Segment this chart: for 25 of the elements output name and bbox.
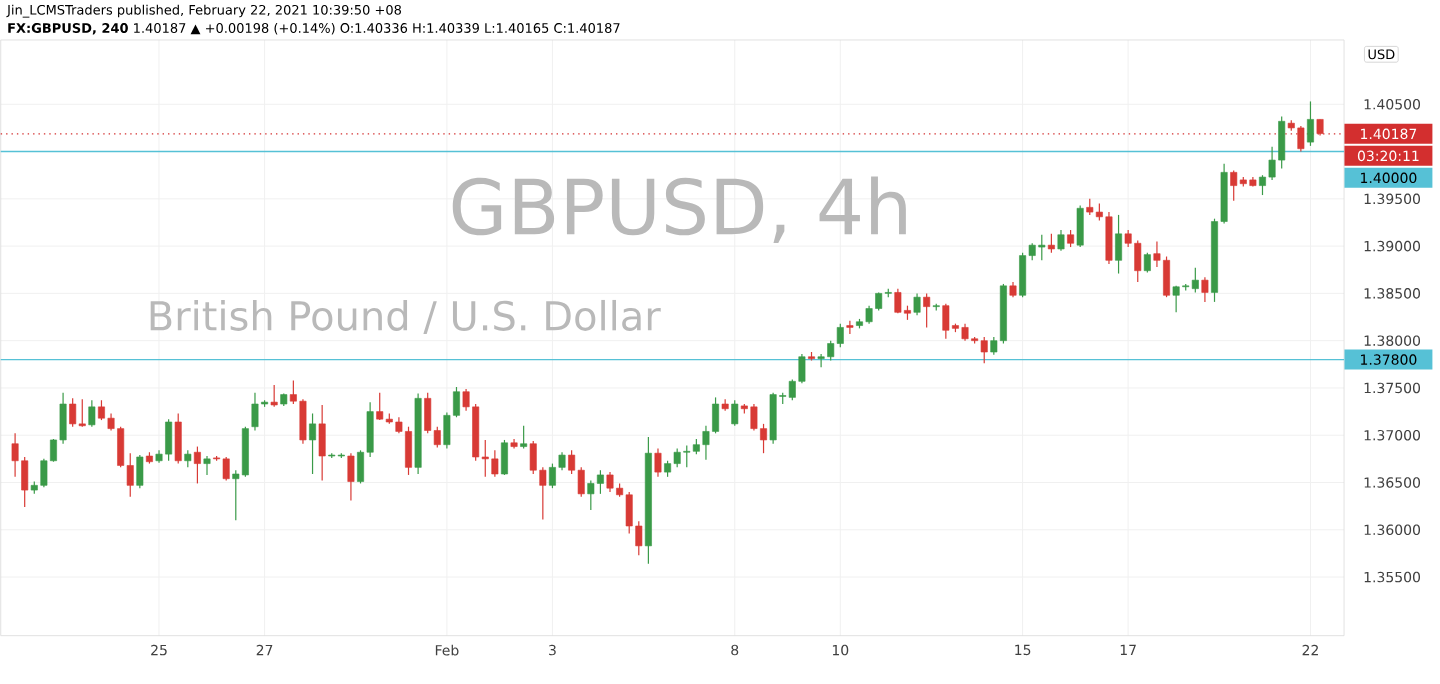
annotation: British Pound / U.S. Dollar: [150, 300, 661, 335]
candlestick: [1047, 233, 1055, 254]
candlestick: [1201, 276, 1209, 303]
candlestick: [1115, 214, 1123, 275]
candlestick: [923, 292, 931, 329]
candlestick: [913, 292, 921, 316]
candlestick: [88, 399, 96, 428]
candlestick: [1076, 205, 1084, 248]
candlestick: [501, 439, 508, 476]
candlestick: [347, 452, 355, 502]
candlestick: [203, 455, 211, 476]
candlestick: [270, 384, 278, 408]
candlestick: [309, 413, 317, 475]
candlestick: [846, 320, 854, 335]
candlestick: [1143, 252, 1151, 274]
candlestick: [318, 404, 326, 482]
candlestick: [731, 399, 739, 427]
candlestick: [654, 448, 662, 478]
candlestick: [193, 446, 201, 485]
candlestick: [1307, 100, 1314, 147]
candlestick: [520, 425, 528, 450]
candlestick: [136, 454, 144, 489]
candlestick: [174, 413, 182, 465]
annotation: GBPUSD, 4h: [452, 176, 906, 244]
candlestick: [1057, 229, 1065, 252]
